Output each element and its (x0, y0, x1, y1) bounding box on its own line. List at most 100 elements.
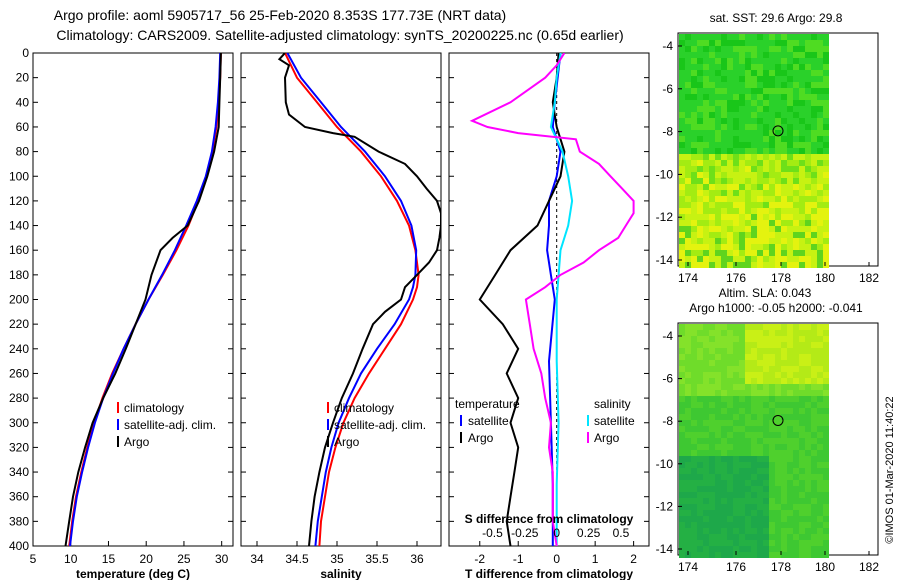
map-cell-sla_map (799, 378, 805, 384)
map-cell-sst_map (685, 148, 691, 154)
map-cell-sla_map (679, 552, 685, 558)
map-cell-sst_map (823, 208, 829, 214)
map-cell-sst_map (685, 160, 691, 166)
map-cell-sla_map (703, 378, 709, 384)
map-cell-sst_map (733, 40, 739, 46)
map-cell-sst_map (793, 46, 799, 52)
map-cell-sla_map (817, 522, 823, 528)
map-cell-sst_map (703, 172, 709, 178)
map-y-tick-label: -14 (656, 253, 674, 267)
map-cell-sst_map (817, 118, 823, 124)
map-cell-sst_map (757, 58, 763, 64)
map-cell-sla_map (775, 324, 781, 330)
map-cell-sst_map (805, 154, 811, 160)
map-cell-sla_map (817, 378, 823, 384)
map-cell-sla_map (691, 330, 697, 336)
map-cell-sla_map (715, 348, 721, 354)
map-cell-sst_map (691, 136, 697, 142)
map-cell-sla_map (787, 396, 793, 402)
diff-series-s-satellite (549, 53, 574, 546)
map-cell-sst_map (715, 46, 721, 52)
map-cell-sla_map (787, 456, 793, 462)
map-cell-sst_map (805, 76, 811, 82)
map-cell-sst_map (685, 112, 691, 118)
map-cell-sst_map (733, 202, 739, 208)
map-cell-sst_map (823, 226, 829, 232)
map-cell-sla_map (739, 480, 745, 486)
map-cell-sst_map (811, 34, 817, 40)
map-cell-sla_map (793, 522, 799, 528)
map-cell-sla_map (793, 342, 799, 348)
map-cell-sla_map (793, 330, 799, 336)
map-cell-sla_map (751, 528, 757, 534)
map-cell-sst_map (745, 262, 751, 268)
map-cell-sst_map (811, 94, 817, 100)
map-cell-sst_map (799, 256, 805, 262)
x-axis-label-salinity: salinity (320, 567, 362, 580)
map-cell-sla_map (751, 342, 757, 348)
map-cell-sst_map (745, 40, 751, 46)
map-cell-sst_map (793, 208, 799, 214)
map-cell-sla_map (805, 444, 811, 450)
map-cell-sla_map (793, 354, 799, 360)
map-cell-sst_map (745, 238, 751, 244)
map-cell-sst_map (691, 142, 697, 148)
map-cell-sst_map (775, 130, 781, 136)
map-cell-sst_map (727, 262, 733, 268)
map-cell-sst_map (709, 46, 715, 52)
map-cell-sst_map (691, 196, 697, 202)
x-tick-label-salinity: 35 (330, 552, 344, 566)
map-cell-sst_map (799, 142, 805, 148)
map-cell-sst_map (751, 250, 757, 256)
map-cell-sst_map (757, 64, 763, 70)
map-cell-sst_map (709, 178, 715, 184)
map-cell-sla_map (781, 408, 787, 414)
x-tick-label-salinity: 34.5 (285, 552, 309, 566)
map-cell-sst_map (721, 208, 727, 214)
map-cell-sla_map (763, 468, 769, 474)
map-cell-sla_map (715, 480, 721, 486)
map-cell-sla_map (799, 504, 805, 510)
map-cell-sst_map (739, 100, 745, 106)
map-cell-sst_map (697, 256, 703, 262)
map-cell-sla_map (691, 354, 697, 360)
map-cell-sst_map (691, 34, 697, 40)
map-cell-sla_map (793, 552, 799, 558)
map-cell-sla_map (721, 426, 727, 432)
map-cell-sst_map (769, 124, 775, 130)
map-cell-sla_map (739, 492, 745, 498)
map-cell-sla_map (769, 456, 775, 462)
map-cell-sla_map (787, 450, 793, 456)
map-cell-sst_map (685, 106, 691, 112)
map-cell-sst_map (799, 166, 805, 172)
map-cell-sst_map (721, 262, 727, 268)
map-cell-sla_map (691, 378, 697, 384)
map-cell-sla_map (763, 348, 769, 354)
map-cell-sla_map (811, 408, 817, 414)
map-cell-sla_map (703, 360, 709, 366)
map-cell-sla_map (769, 342, 775, 348)
map-cell-sla_map (817, 444, 823, 450)
map-cell-sst_map (685, 226, 691, 232)
y-tick-label: 100 (9, 169, 29, 183)
map-cell-sst_map (769, 100, 775, 106)
map-cell-sla_map (751, 348, 757, 354)
map-cell-sst_map (733, 58, 739, 64)
map-cell-sla_map (811, 402, 817, 408)
map-cell-sla_map (817, 546, 823, 552)
map-cell-sla_map (679, 426, 685, 432)
map-cell-sla_map (733, 414, 739, 420)
x-tick-label-temperature: 25 (177, 552, 191, 566)
map-cell-sst_map (703, 250, 709, 256)
map-cell-sla_map (685, 456, 691, 462)
map-cell-sla_map (775, 354, 781, 360)
map-cell-sst_map (691, 76, 697, 82)
map-cell-sst_map (739, 130, 745, 136)
map-cell-sla_map (811, 324, 817, 330)
sla-map-title-1: Altim. SLA: 0.043 (719, 286, 812, 300)
map-x-tick-label: 180 (815, 560, 835, 574)
map-cell-sla_map (739, 468, 745, 474)
map-cell-sst_map (721, 178, 727, 184)
map-cell-sla_map (799, 372, 805, 378)
map-cell-sla_map (727, 372, 733, 378)
